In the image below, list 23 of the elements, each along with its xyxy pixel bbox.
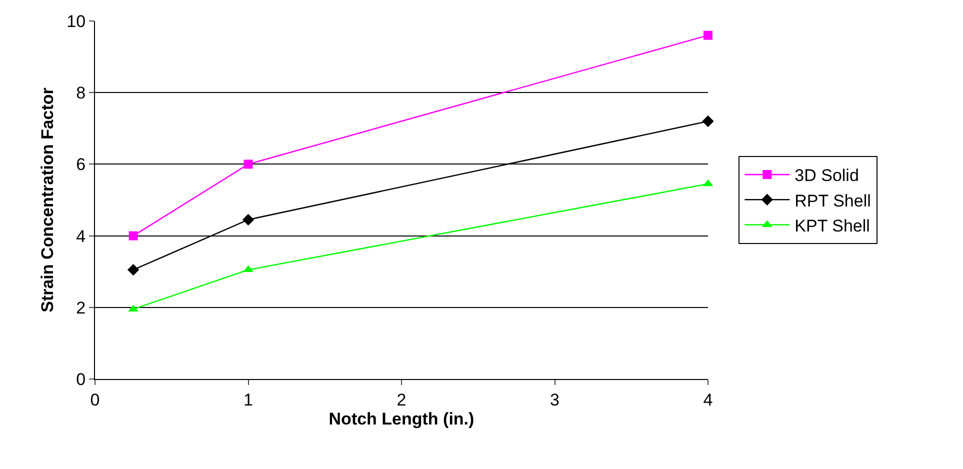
y-tick-label: 10 (66, 12, 86, 31)
y-tick-label: 2 (76, 298, 86, 318)
y-axis-title: Strain Concentration Factor (38, 87, 58, 312)
y-tick-label: 0 (76, 370, 86, 389)
y-tick-label: 4 (76, 226, 86, 246)
point (242, 214, 254, 226)
point (128, 231, 138, 240)
point (244, 160, 253, 169)
legend-label: KPT Shell (794, 216, 870, 236)
x-tick-label: 1 (244, 390, 253, 410)
point (702, 115, 714, 128)
x-axis-title: Notch Length (in.) (328, 409, 474, 428)
x-tick-label: 2 (396, 390, 406, 410)
x-tick-label: 3 (550, 390, 560, 410)
y-tick-label: 6 (76, 155, 86, 174)
x-tick-label: 4 (703, 390, 713, 410)
point (243, 265, 254, 272)
legend-label: 3D Solid (794, 166, 859, 186)
y-tick-label: 8 (76, 84, 86, 103)
legend-label: RPT Shell (794, 191, 871, 210)
point (127, 264, 140, 276)
point (704, 30, 712, 40)
x-tick-label: 0 (90, 390, 100, 410)
